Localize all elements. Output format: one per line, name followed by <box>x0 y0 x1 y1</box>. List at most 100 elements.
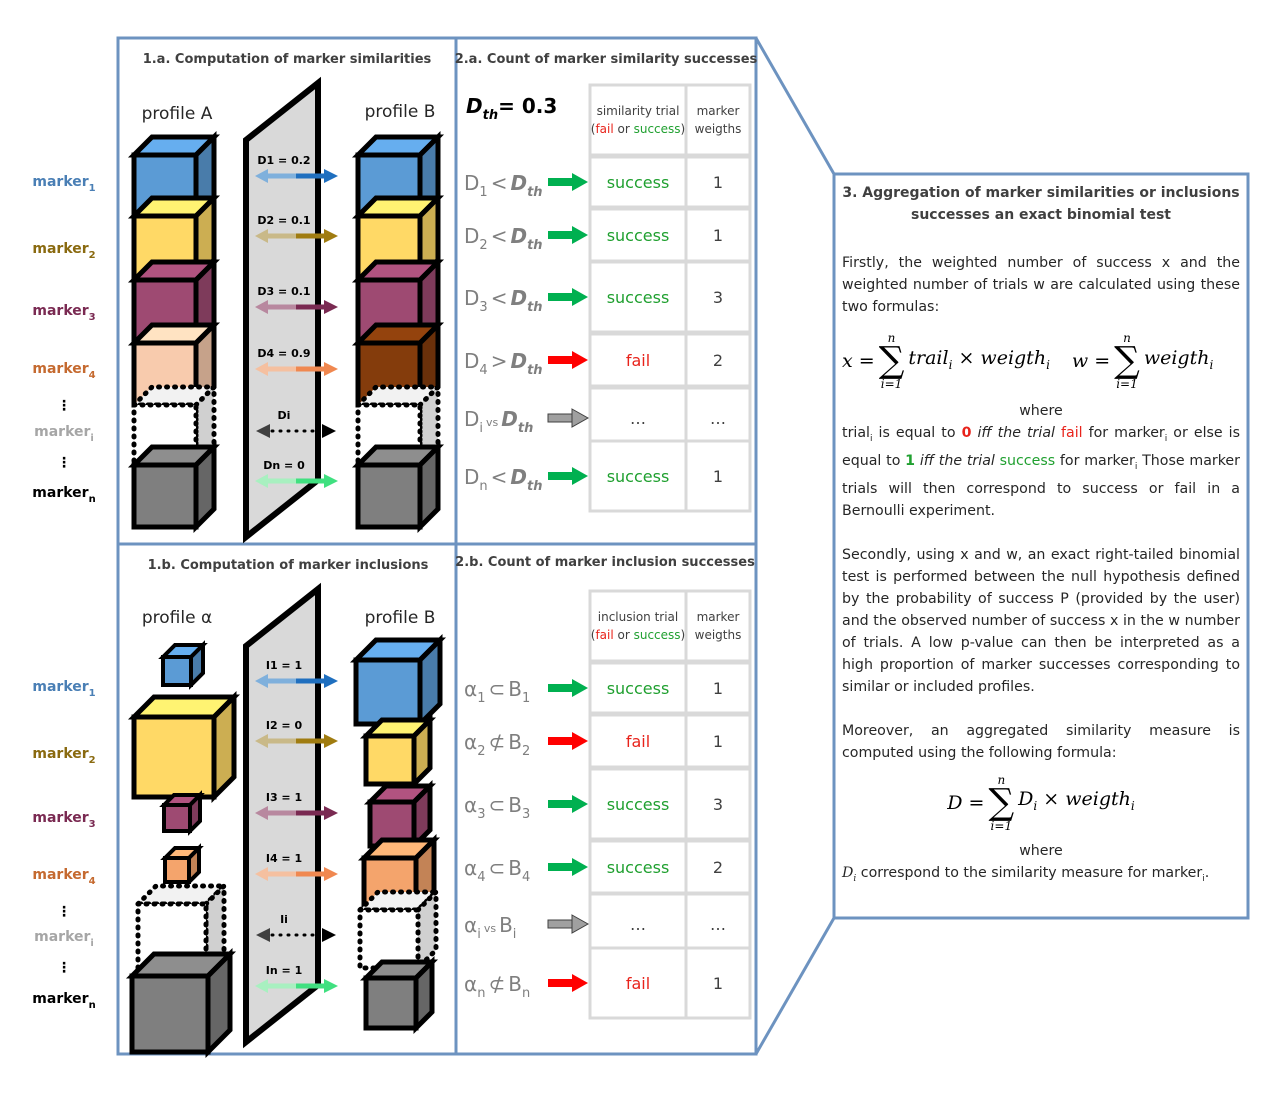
distance-arrow-head-right-4 <box>324 362 338 376</box>
panel2a-arrow-5 <box>547 413 575 423</box>
cube-alpha-2 <box>127 690 241 804</box>
panel2a-weight-2: 1 <box>713 226 723 245</box>
panel2b-arrow-head-4 <box>572 858 588 876</box>
panel2b-comparison-6: αn ⊄ Bn <box>464 972 530 1001</box>
panel2a-hdr-trial-2: (fail or success) <box>591 122 685 136</box>
panel2b-result-2: fail <box>626 732 650 751</box>
panel2a-hdr-weight-2: weigths <box>695 122 742 136</box>
panel-2b-title: 2.b. Count of marker inclusion successes <box>455 555 755 570</box>
panel2b-cell-weight-1 <box>684 661 752 715</box>
distance-arrows: D1 = 0.2 D2 = 0.1 D3 = 0.1 D4 = 0.9 Di Dn = 0… <box>255 154 338 993</box>
cube-a-6 <box>127 440 221 534</box>
inclusion-arrow-left-5 <box>256 928 270 942</box>
panel2a-arrow-1 <box>548 178 574 186</box>
distance-arrow-head-left-2 <box>255 229 268 243</box>
panel2b-result-4: success <box>607 858 670 877</box>
panel2a-arrow-head-6 <box>572 467 588 485</box>
profile-alpha-label: profile α <box>142 608 212 628</box>
panel2a-cell-weight-4 <box>684 332 752 388</box>
panel2b-weight-4: 2 <box>713 858 723 877</box>
panel2a-weight-3: 3 <box>713 288 723 307</box>
panel2a-header-trial <box>588 83 688 157</box>
panel2a-cell-weight-6 <box>684 439 752 513</box>
panel2b-comparison-1: α1 ⊂ B1 <box>464 677 530 706</box>
cube-alpha-4 <box>160 843 204 887</box>
panel-1b-title: 1.b. Computation of marker inclusions <box>148 558 429 573</box>
panel2b-cell-trial-2 <box>588 713 688 769</box>
marker-label-bottom-8: markern <box>32 991 95 1011</box>
marker-label-bottom-1: marker1 <box>32 679 95 699</box>
cube-b-6 <box>351 440 445 534</box>
inclusion-arrow-head-right-2 <box>324 734 338 748</box>
panel2a-arrow-2 <box>548 231 574 239</box>
panel2b-comparison-5: αi vs Bi <box>464 913 516 942</box>
marker-label-bottom-5: ⋮ <box>57 904 71 920</box>
panel2b-cell-trial-6 <box>588 946 688 1020</box>
panel2a-cell-weight-5 <box>684 386 752 450</box>
inclusion-label-3: I3 = 1 <box>266 791 302 804</box>
panel-2a-title: 2.a. Count of marker similarity successe… <box>455 52 758 67</box>
panel2a-cell-trial-1 <box>588 155 688 209</box>
panel2b-weight-2: 1 <box>713 732 723 751</box>
panel2b-arrow-head-3 <box>572 795 588 813</box>
distance-label-6: Dn = 0 <box>263 459 305 472</box>
inclusion-label-5: Ii <box>280 913 288 926</box>
cube-alpha-i <box>131 879 231 979</box>
inclusion-arrow-head-left-4 <box>255 867 268 881</box>
panel2b-cell-weight-3 <box>684 767 752 841</box>
cube-bb-2 <box>359 713 437 791</box>
panel2a-result-6: success <box>607 467 670 486</box>
inclusion-arrow-head-right-1 <box>324 674 338 688</box>
panel2a-comparison-1: D1 < Dth <box>464 171 543 200</box>
inclusion-label-6: In = 1 <box>266 964 302 977</box>
panel-3-para-2: triali is equal to 0 iff the trial fail … <box>842 425 1241 519</box>
panel2a-header-weight <box>684 83 752 157</box>
distance-arrow-left-5 <box>256 424 270 438</box>
cube-alpha-n <box>125 947 237 1059</box>
panel-3-para-5: Di correspond to the similarity measure … <box>842 864 1210 884</box>
distance-arrow-head-right-6 <box>324 474 338 488</box>
panel2b-comparison-2: α2 ⊄ B2 <box>464 730 530 759</box>
panel2b-result-1: success <box>607 679 670 698</box>
panel2a-arrow-head-4 <box>572 351 588 369</box>
panel-3-para-4: Moreover, an aggregated similarity measu… <box>842 722 1240 761</box>
marker-label-top-3: marker3 <box>32 303 95 323</box>
distance-label-2: D2 = 0.1 <box>257 214 310 227</box>
panel2a-arrow-head-1 <box>572 173 588 191</box>
formula-x-w: x = n ∑ i=1 traili × weigthi w = n ∑ i=1 wei… <box>842 331 1214 391</box>
distance-label-4: D4 = 0.9 <box>257 347 310 360</box>
panel2a-arrow-head-5 <box>571 408 590 428</box>
panel-3-title: 3. Aggregation of marker similarities or… <box>836 182 1246 226</box>
panel-frames <box>116 36 1250 1056</box>
profile-b-label: profile B <box>365 102 436 122</box>
marker-label-top-4: marker4 <box>32 361 95 381</box>
panel2b-arrow-3 <box>548 800 574 808</box>
panel2a-cell-trial-5 <box>588 386 688 450</box>
marker-label-top-6: markeri <box>34 424 94 444</box>
inclusion-label-1: I1 = 1 <box>266 659 302 672</box>
marker-label-bottom-2: marker2 <box>32 746 95 766</box>
cube-alpha-1 <box>158 640 208 690</box>
formula-d: D = n ∑ i=1 Di × weigthi <box>947 772 1135 833</box>
panel2a-comparison-5: Di vs Dth <box>464 407 533 436</box>
panel2b-hdr-weight-2: weigths <box>695 628 742 642</box>
panel2b-arrow-6 <box>548 979 574 987</box>
panel2a-weight-5: … <box>710 409 726 428</box>
marker-label-bottom-7: ⋮ <box>57 960 71 976</box>
cube-alpha-3 <box>159 790 205 836</box>
inclusion-arrow-head-left-3 <box>255 806 268 820</box>
marker-label-bottom-6: markeri <box>34 929 94 949</box>
distance-arrow-head-left-4 <box>255 362 268 376</box>
panel2b-result-3: success <box>607 795 670 814</box>
marker-label-bottom-3: marker3 <box>32 810 95 830</box>
panel2a-cell-trial-2 <box>588 207 688 263</box>
panel2b-comparison-4: α4 ⊂ B4 <box>464 856 530 885</box>
inclusion-table: inclusion trial (fail or success) marker we… <box>464 589 752 1020</box>
distance-arrow-head-right-1 <box>324 169 338 183</box>
inclusion-arrow-head-left-2 <box>255 734 268 748</box>
inclusion-label-2: I2 = 0 <box>266 719 303 732</box>
panel2a-hdr-trial-1: similarity trial <box>597 104 680 118</box>
panel2a-weight-6: 1 <box>713 467 723 486</box>
inclusion-label-4: I4 = 1 <box>266 852 302 865</box>
panel2b-weight-5: … <box>710 915 726 934</box>
